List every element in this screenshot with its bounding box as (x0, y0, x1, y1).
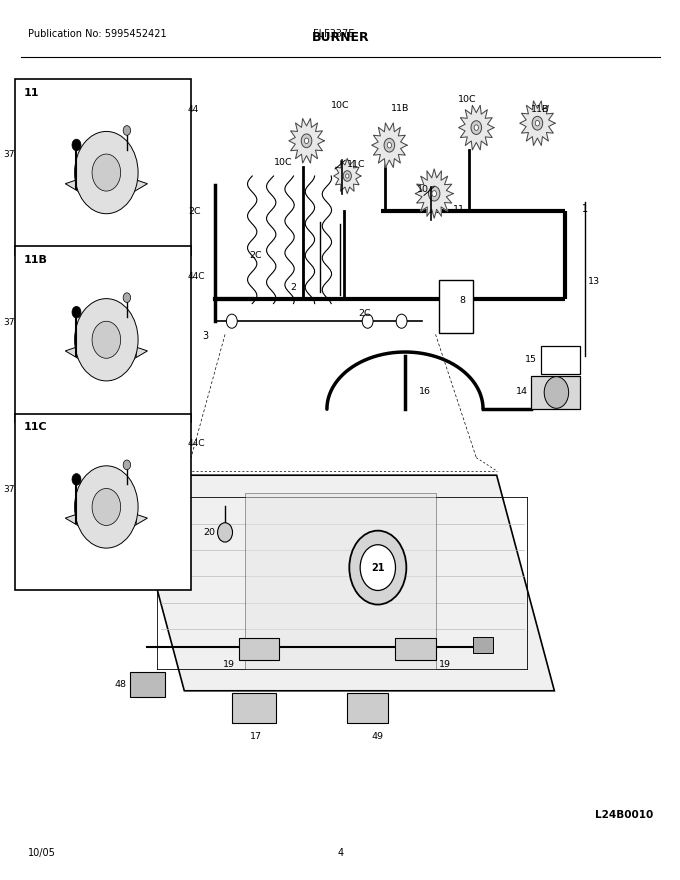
Circle shape (226, 314, 237, 328)
Text: 20: 20 (203, 528, 216, 537)
Text: 11C: 11C (347, 160, 366, 169)
Text: 4: 4 (337, 848, 343, 858)
Text: 11: 11 (23, 88, 39, 98)
Circle shape (75, 131, 138, 214)
Text: 8: 8 (459, 297, 465, 305)
Text: 2: 2 (290, 283, 296, 292)
Text: 17: 17 (250, 732, 262, 741)
Bar (347, 693, 388, 723)
Circle shape (345, 174, 349, 178)
Bar (14, 79, 191, 255)
Circle shape (360, 545, 396, 590)
Text: 48: 48 (115, 680, 126, 689)
Circle shape (384, 138, 394, 152)
Polygon shape (520, 101, 555, 145)
Circle shape (75, 466, 138, 548)
Circle shape (305, 138, 309, 143)
Text: FLF337E: FLF337E (313, 29, 355, 39)
Text: 15: 15 (526, 355, 537, 363)
Bar (541, 346, 580, 374)
Polygon shape (415, 169, 453, 218)
Text: 11: 11 (452, 205, 464, 214)
Circle shape (535, 121, 539, 126)
Text: 2C: 2C (188, 207, 201, 216)
Circle shape (301, 134, 312, 148)
Text: 49: 49 (372, 732, 384, 741)
Text: 2C: 2C (250, 251, 262, 260)
Bar (130, 672, 165, 697)
Bar (127, 510, 136, 523)
Circle shape (123, 460, 131, 470)
Circle shape (362, 314, 373, 328)
Text: 2C: 2C (358, 309, 371, 318)
Circle shape (387, 143, 392, 148)
Circle shape (123, 293, 131, 303)
Circle shape (72, 306, 81, 318)
Text: 10C: 10C (274, 158, 293, 167)
Circle shape (92, 488, 120, 525)
Text: Publication No: 5995452421: Publication No: 5995452421 (28, 29, 167, 39)
Text: 21: 21 (371, 562, 385, 573)
Polygon shape (372, 123, 407, 167)
Text: 10/05: 10/05 (28, 848, 56, 858)
Text: 13: 13 (588, 277, 600, 286)
Text: 14: 14 (516, 387, 528, 396)
Text: 37: 37 (3, 150, 14, 159)
Polygon shape (65, 509, 148, 539)
Text: 11B: 11B (391, 104, 409, 113)
Bar (439, 280, 473, 333)
Circle shape (343, 171, 352, 181)
Text: 44C: 44C (187, 272, 205, 281)
Circle shape (72, 139, 81, 150)
Text: 1: 1 (581, 204, 588, 215)
Circle shape (350, 531, 407, 605)
Text: BURNER: BURNER (311, 31, 369, 44)
Circle shape (432, 191, 437, 196)
Bar (395, 638, 436, 660)
Polygon shape (65, 341, 148, 373)
Circle shape (532, 116, 543, 130)
Circle shape (218, 523, 233, 542)
Bar (530, 376, 579, 409)
Bar (473, 637, 493, 653)
Text: 44C: 44C (187, 439, 205, 448)
Bar (232, 693, 276, 723)
Text: 3: 3 (202, 331, 208, 341)
Circle shape (72, 473, 81, 485)
Bar (14, 414, 191, 590)
Circle shape (544, 377, 568, 408)
Bar (14, 246, 191, 422)
Text: 37: 37 (3, 318, 14, 326)
Text: 37: 37 (3, 485, 14, 494)
Text: 19: 19 (223, 660, 235, 669)
Bar (127, 344, 136, 356)
Circle shape (92, 321, 120, 358)
Text: 16: 16 (419, 387, 430, 396)
Circle shape (75, 298, 138, 381)
Text: 11C: 11C (23, 422, 47, 432)
Circle shape (471, 121, 481, 135)
Text: 19: 19 (439, 660, 451, 669)
Circle shape (428, 187, 440, 201)
Text: 44: 44 (187, 105, 199, 114)
Text: 10C: 10C (458, 95, 476, 104)
Text: 10C: 10C (331, 101, 350, 110)
Polygon shape (334, 158, 361, 194)
Text: 10: 10 (417, 185, 429, 194)
Text: 11B: 11B (530, 106, 549, 114)
Bar (239, 638, 279, 660)
Text: L24B0010: L24B0010 (594, 810, 653, 820)
Circle shape (474, 125, 479, 130)
Polygon shape (458, 106, 494, 150)
Polygon shape (245, 493, 436, 669)
Text: 11B: 11B (23, 255, 47, 265)
Circle shape (123, 126, 131, 136)
Polygon shape (65, 174, 148, 206)
Circle shape (396, 314, 407, 328)
Circle shape (92, 154, 120, 191)
Polygon shape (289, 119, 324, 163)
Polygon shape (126, 475, 554, 691)
